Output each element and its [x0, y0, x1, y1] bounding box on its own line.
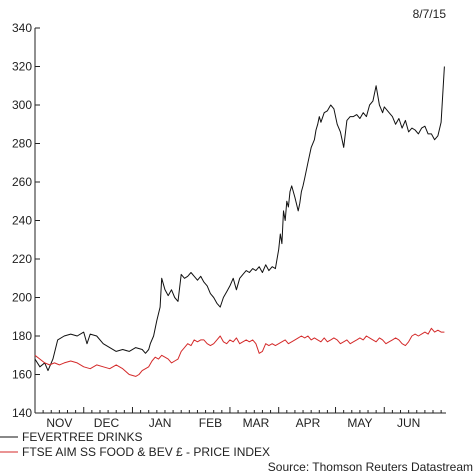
x-tick-label-jan: JAN [149, 416, 172, 430]
x-tick-label-dec: DEC [94, 416, 120, 430]
y-tick-label: 180 [12, 329, 32, 343]
y-tick-label: 280 [12, 137, 32, 151]
x-axis: NOV DEC JAN FEB MAR APR MAY JUN [34, 407, 446, 430]
x-tick-label-jun: JUN [397, 416, 420, 430]
x-tick-label-apr: APR [296, 416, 321, 430]
y-tick-label: 200 [12, 291, 32, 305]
x-tick-label-may: MAY [347, 416, 372, 430]
series-line-ftse [34, 327, 445, 377]
y-tick-label: 300 [12, 98, 32, 112]
y-tick-label: 220 [12, 252, 32, 266]
source-note: Source: Thomson Reuters Datastream [268, 460, 473, 474]
x-ticks: NOV DEC JAN FEB MAR APR MAY JUN [34, 407, 442, 430]
y-tick-label: 320 [12, 60, 32, 74]
y-tick-label: 140 [12, 406, 32, 420]
series-line-fevertree [34, 66, 445, 372]
y-ticks: 140 160 180 200 220 240 260 280 300 320 340 [12, 21, 40, 420]
legend-label-ftse: FTSE AIM SS FOOD & BEV £ - PRICE INDEX [22, 445, 270, 459]
y-tick-label: 340 [12, 21, 32, 35]
y-axis: 140 160 180 200 220 240 260 280 300 320 340 [12, 21, 40, 420]
x-tick-label-nov: NOV [46, 416, 72, 430]
series-lines [34, 66, 445, 377]
x-tick-label-feb: FEB [199, 416, 222, 430]
legend-label-fevertree: FEVERTREE DRINKS [22, 430, 142, 444]
y-tick-label: 240 [12, 214, 32, 228]
x-tick-label-mar: MAR [243, 416, 270, 430]
chart-date: 8/7/15 [413, 7, 447, 21]
y-tick-label: 160 [12, 368, 32, 382]
y-tick-label: 260 [12, 175, 32, 189]
legend: FEVERTREE DRINKS FTSE AIM SS FOOD & BEV … [0, 430, 270, 459]
